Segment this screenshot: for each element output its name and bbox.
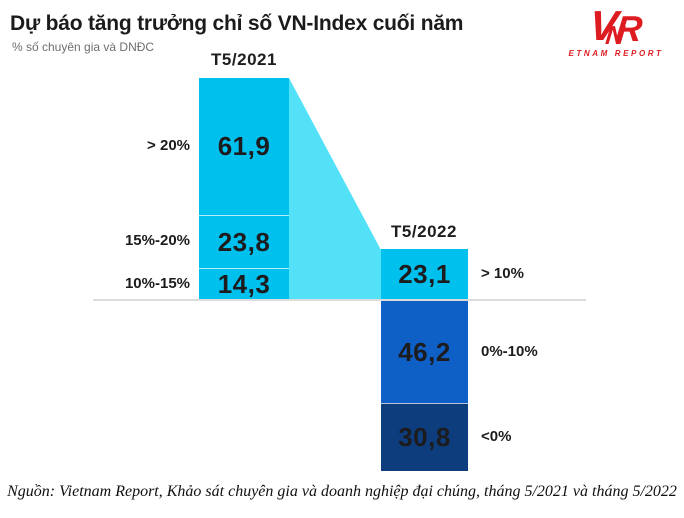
category-label-0-10: 0%-10% bbox=[481, 343, 538, 360]
vietnam-report-logo: VNR ETNAM REPORT bbox=[562, 2, 671, 62]
logo-wordmark: ETNAM REPORT bbox=[568, 49, 664, 58]
category-label-gt10: > 10% bbox=[481, 265, 524, 282]
bar-segment: 61,9 bbox=[199, 78, 289, 215]
column-label-t5-2021: T5/2021 bbox=[211, 50, 277, 69]
category-label-lt0: <0% bbox=[481, 428, 512, 445]
category-label-15-20: 15%-20% bbox=[124, 232, 190, 249]
segment-value: 14,3 bbox=[217, 269, 271, 299]
segment-value: 46,2 bbox=[398, 336, 451, 367]
bar-t5-2021: 61,9 23,8 14,3 bbox=[199, 78, 289, 300]
source-note: Nguồn: Vietnam Report, Khảo sát chuyên g… bbox=[7, 483, 677, 500]
bar-segment: 14,3 bbox=[199, 268, 289, 300]
connector-polygon bbox=[289, 78, 381, 300]
bar-segment: 30,8 bbox=[381, 403, 468, 471]
column-label-t5-2022: T5/2022 bbox=[391, 222, 457, 241]
segment-value: 61,9 bbox=[217, 131, 271, 161]
logo-letter-r: R bbox=[613, 8, 645, 49]
bar-segment: 23,1 bbox=[381, 249, 468, 300]
bar-segment: 23,8 bbox=[199, 215, 289, 268]
segment-value: 30,8 bbox=[398, 422, 451, 452]
segment-value: 23,1 bbox=[398, 259, 451, 289]
bar-segment: 46,2 bbox=[381, 300, 468, 403]
page-title: Dự báo tăng trưởng chỉ số VN-Index cuối … bbox=[10, 12, 464, 35]
unit-subtitle: % số chuyên gia và DNĐC bbox=[12, 40, 155, 54]
logo-monogram: VNR bbox=[562, 2, 671, 50]
category-label-gt20: > 20% bbox=[147, 137, 190, 154]
category-label-10-15: 10%-15% bbox=[124, 275, 190, 292]
connector-shape bbox=[289, 78, 381, 300]
zero-baseline bbox=[93, 299, 586, 301]
segment-value: 23,8 bbox=[217, 226, 271, 257]
bar-t5-2022: 23,1 46,2 30,8 bbox=[381, 249, 468, 471]
